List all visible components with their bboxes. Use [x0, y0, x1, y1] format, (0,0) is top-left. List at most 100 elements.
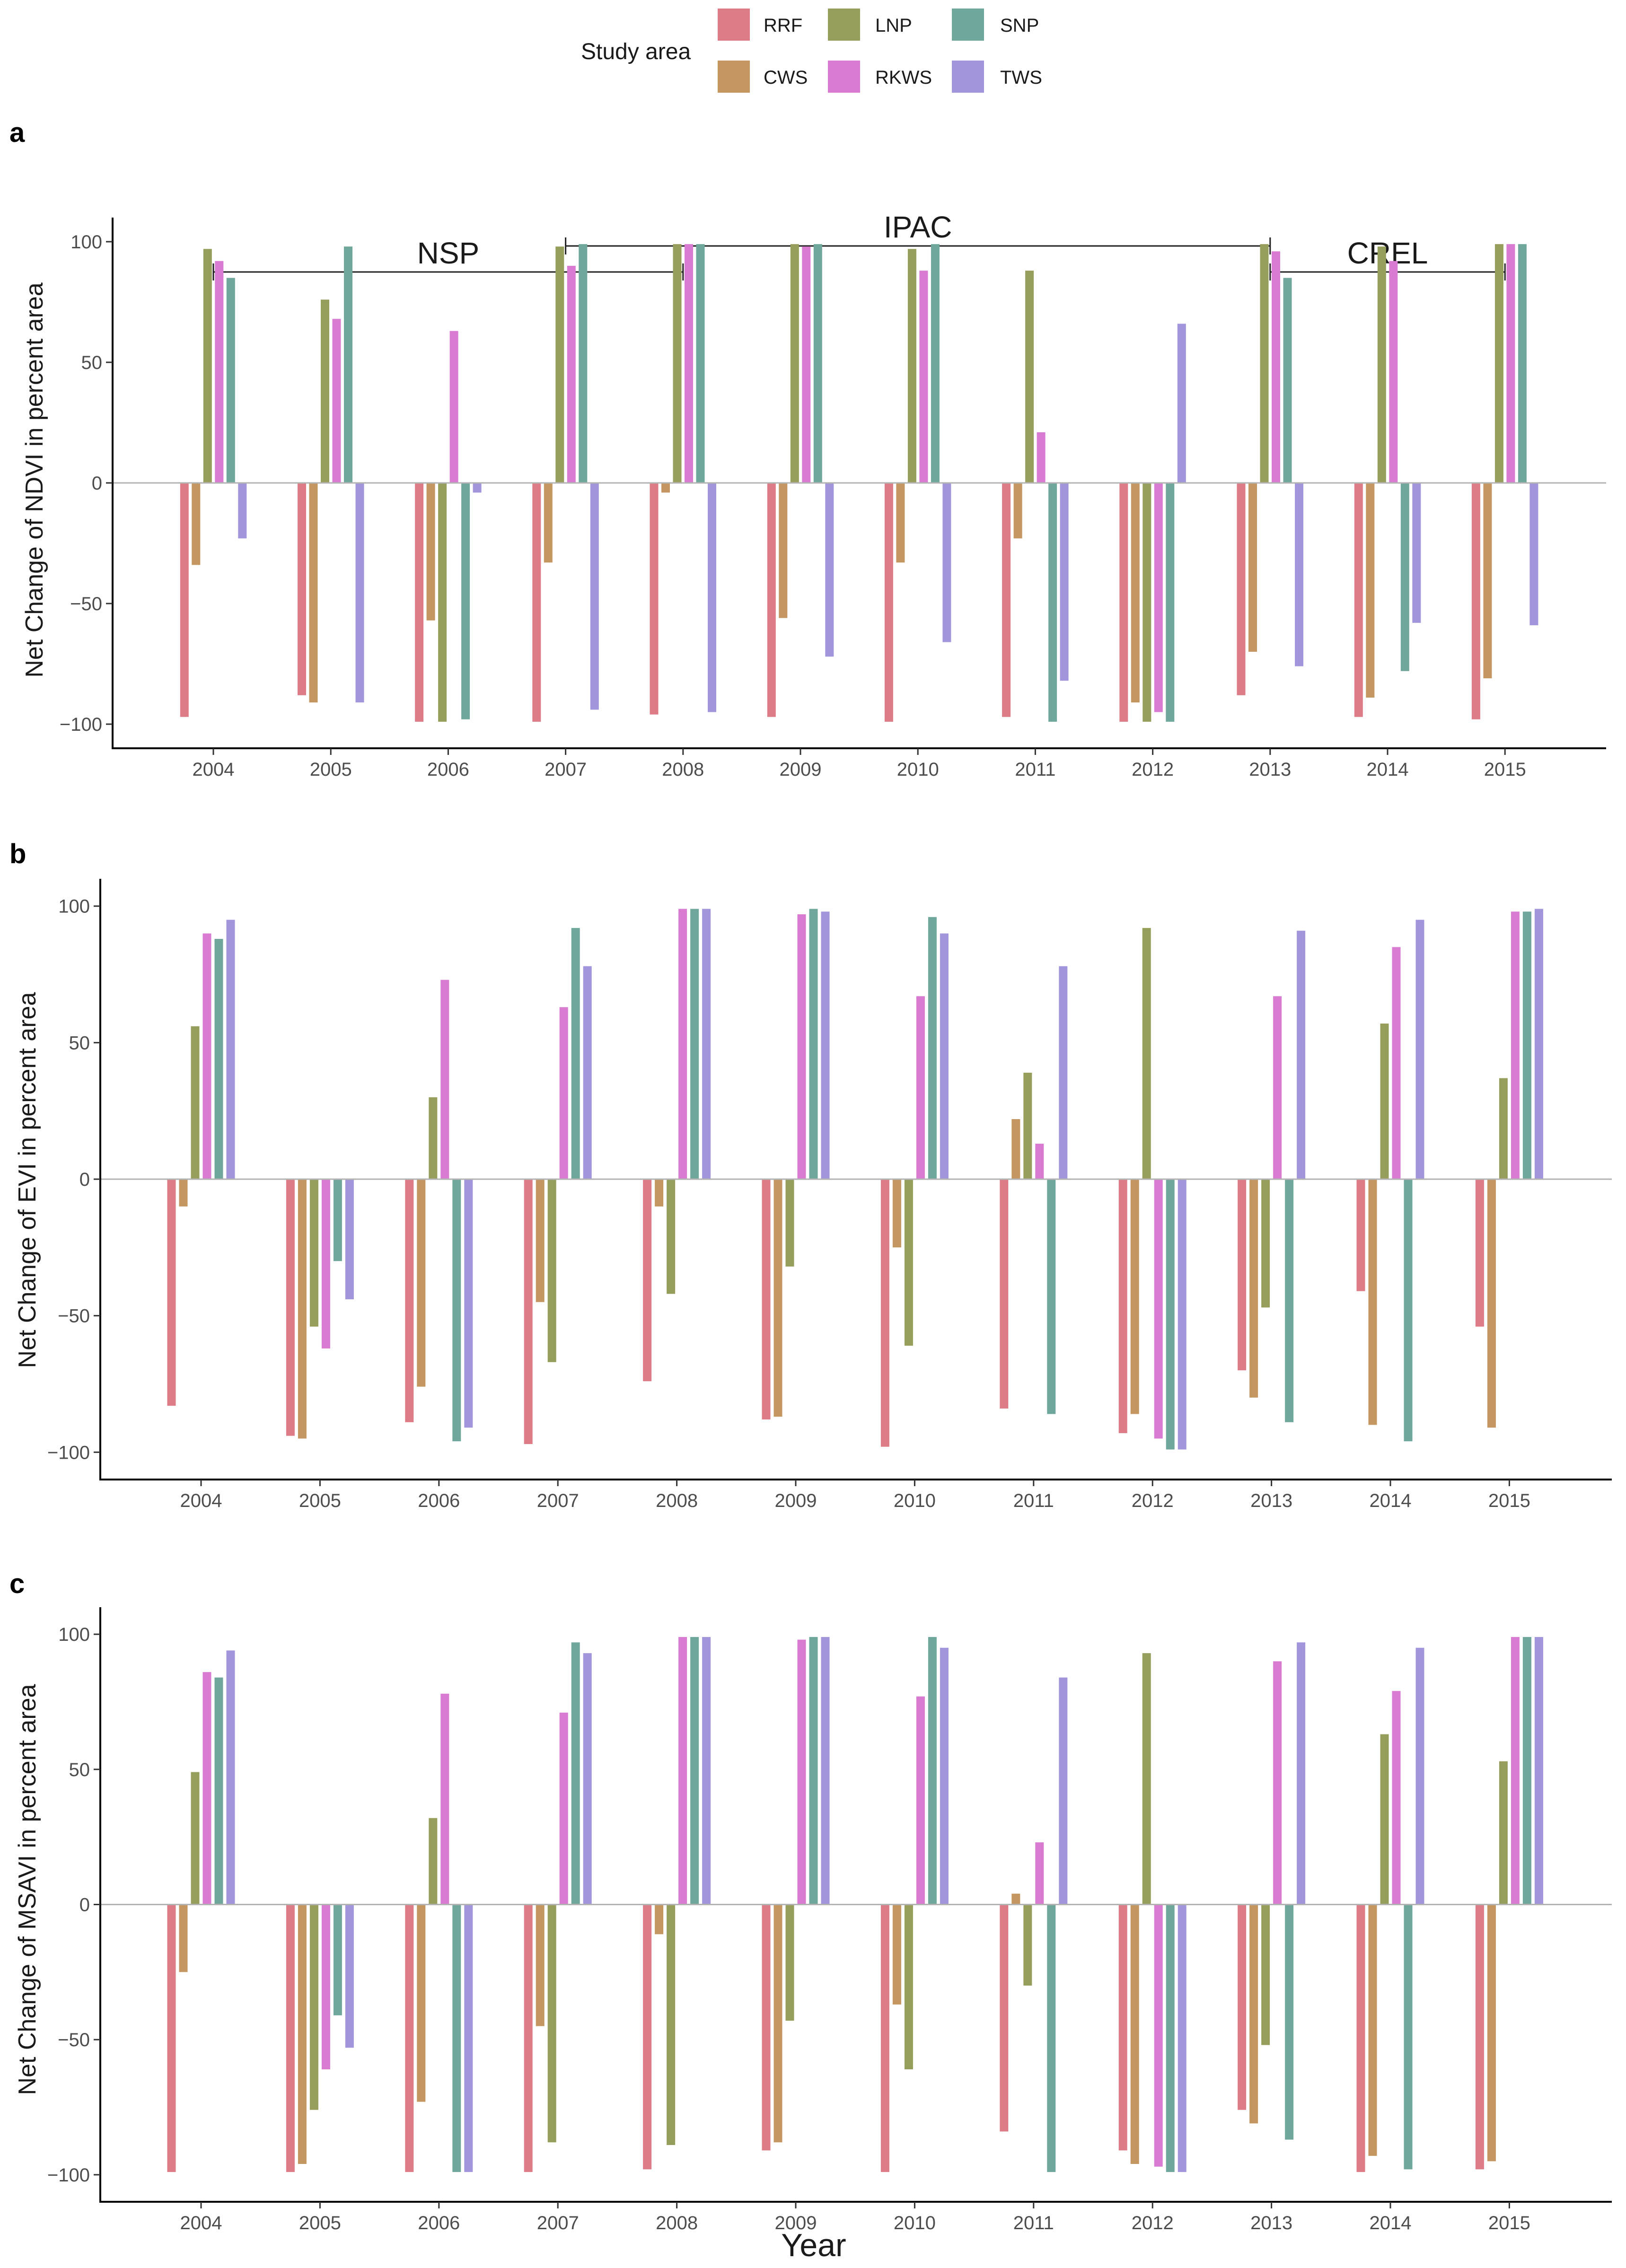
bar-rrf-2015 — [1475, 1904, 1484, 2170]
bar-rrf-2008 — [650, 483, 659, 715]
bar-tws-2014 — [1415, 919, 1424, 1179]
bar-cws-2009 — [779, 483, 788, 618]
bar-cws-2005 — [298, 1904, 307, 2164]
bar-rkws-2005 — [321, 1904, 330, 2069]
bar-rrf-2013 — [1238, 1904, 1247, 2110]
legend-title: Study area — [581, 39, 691, 64]
bar-rrf-2013 — [1237, 483, 1246, 695]
panel-evi: Net Change of EVI in percent area −100 −5… — [14, 879, 1612, 1511]
bar-cws-2013 — [1248, 483, 1257, 652]
x-tick-label: 2007 — [537, 1490, 579, 1511]
bar-lnp-2011 — [1023, 1904, 1032, 1986]
bar-rrf-2007 — [532, 483, 541, 722]
legend-swatch-lnp — [828, 9, 860, 41]
x-tick-label: 2004 — [180, 1490, 222, 1511]
bar-lnp-2006 — [429, 1818, 438, 1905]
bar-rkws-2011 — [1037, 432, 1046, 483]
period-brackets: NSP IPAC CREL — [212, 210, 1506, 280]
axes-ndvi: −100 −50 0 50 100 2004 2005 2006 2007 2008 2009 201… — [60, 218, 1606, 780]
bar-rkws-2007 — [559, 1712, 568, 1905]
bar-snp-2015 — [1522, 1637, 1531, 1905]
bar-rkws-2010 — [919, 271, 928, 483]
bar-rkws-2006 — [440, 980, 449, 1179]
bar-cws-2012 — [1130, 1904, 1139, 2164]
bar-snp-2008 — [690, 1637, 699, 1905]
bar-rrf-2004 — [180, 483, 189, 717]
bar-cws-2009 — [773, 1904, 782, 2143]
y-tick-label: 50 — [81, 352, 103, 373]
bar-cws-2007 — [536, 1904, 545, 2026]
bar-rrf-2009 — [762, 1179, 771, 1419]
bar-snp-2007 — [579, 244, 588, 483]
y-tick-label: −50 — [58, 1306, 90, 1327]
y-tick-label: −100 — [47, 1442, 90, 1463]
bar-lnp-2004 — [191, 1772, 200, 1905]
bar-lnp-2007 — [555, 246, 564, 483]
bar-rkws-2014 — [1392, 947, 1401, 1179]
bar-rkws-2006 — [449, 331, 458, 483]
bar-snp-2006 — [452, 1904, 461, 2172]
bar-rrf-2012 — [1118, 1904, 1127, 2151]
period-label-nsp: NSP — [417, 236, 480, 270]
bar-rkws-2012 — [1154, 483, 1163, 712]
bar-cws-2008 — [655, 1179, 664, 1207]
bar-snp-2005 — [344, 246, 352, 483]
bar-tws-2006 — [473, 483, 482, 493]
bar-rrf-2010 — [880, 1904, 889, 2172]
x-tick-label: 2011 — [1013, 2213, 1054, 2233]
bar-rkws-2008 — [678, 909, 687, 1179]
bar-snp-2010 — [928, 1637, 937, 1905]
bar-tws-2013 — [1297, 1642, 1306, 1905]
bar-lnp-2015 — [1499, 1078, 1508, 1179]
bar-rrf-2014 — [1356, 1904, 1365, 2172]
bar-lnp-2013 — [1261, 1904, 1270, 2045]
bar-lnp-2011 — [1025, 271, 1034, 483]
bar-tws-2004 — [226, 919, 235, 1179]
bar-tws-2007 — [590, 483, 599, 710]
bar-rrf-2009 — [762, 1904, 771, 2151]
bar-snp-2010 — [931, 244, 940, 483]
y-tick-label: 100 — [58, 1624, 90, 1645]
bar-tws-2011 — [1060, 483, 1069, 681]
bar-cws-2012 — [1131, 483, 1140, 703]
bar-snp-2004 — [214, 1677, 223, 1905]
bar-rrf-2010 — [884, 483, 893, 722]
bar-rkws-2010 — [916, 996, 925, 1179]
legend-entry-rkws: RKWS — [828, 61, 932, 93]
legend-entry-tws: TWS — [952, 61, 1042, 93]
panel-letter-a: a — [9, 117, 25, 148]
bar-rkws-2007 — [567, 266, 576, 483]
bar-snp-2004 — [226, 278, 235, 483]
bar-snp-2007 — [571, 928, 580, 1179]
y-tick-label: −100 — [47, 2165, 90, 2186]
bar-snp-2005 — [333, 1904, 342, 2015]
y-tick-label: 50 — [69, 1760, 90, 1780]
bar-cws-2013 — [1249, 1179, 1258, 1398]
period-label-crel: CREL — [1347, 236, 1428, 270]
bar-lnp-2006 — [429, 1097, 438, 1179]
bar-lnp-2012 — [1142, 1653, 1151, 1905]
bar-rrf-2012 — [1118, 1179, 1127, 1433]
bar-snp-2011 — [1047, 1904, 1056, 2172]
y-tick-label: −50 — [58, 2030, 90, 2050]
y-tick-label: 100 — [70, 232, 102, 253]
bar-cws-2005 — [309, 483, 318, 703]
bar-cws-2010 — [892, 1179, 901, 1248]
x-tick-label: 2009 — [775, 1490, 817, 1511]
bar-rrf-2006 — [405, 1179, 414, 1422]
bar-rkws-2013 — [1272, 251, 1280, 483]
panel-ndvi: Net Change of NDVI in percent area NSP IP… — [21, 210, 1606, 780]
bar-rrf-2011 — [1002, 483, 1011, 717]
bar-rrf-2005 — [286, 1904, 295, 2172]
x-tick-label: 2010 — [894, 1490, 936, 1511]
bar-rkws-2014 — [1392, 1691, 1401, 1905]
bar-tws-2011 — [1059, 1677, 1068, 1905]
bar-rrf-2008 — [643, 1179, 652, 1382]
bar-tws-2006 — [464, 1904, 473, 2172]
x-tick-label: 2013 — [1250, 1490, 1292, 1511]
period-label-ipac: IPAC — [884, 210, 952, 244]
bar-lnp-2014 — [1380, 1734, 1389, 1905]
bar-rkws-2004 — [215, 261, 224, 483]
x-tick-label: 2007 — [545, 759, 587, 780]
bar-rkws-2008 — [685, 244, 693, 483]
